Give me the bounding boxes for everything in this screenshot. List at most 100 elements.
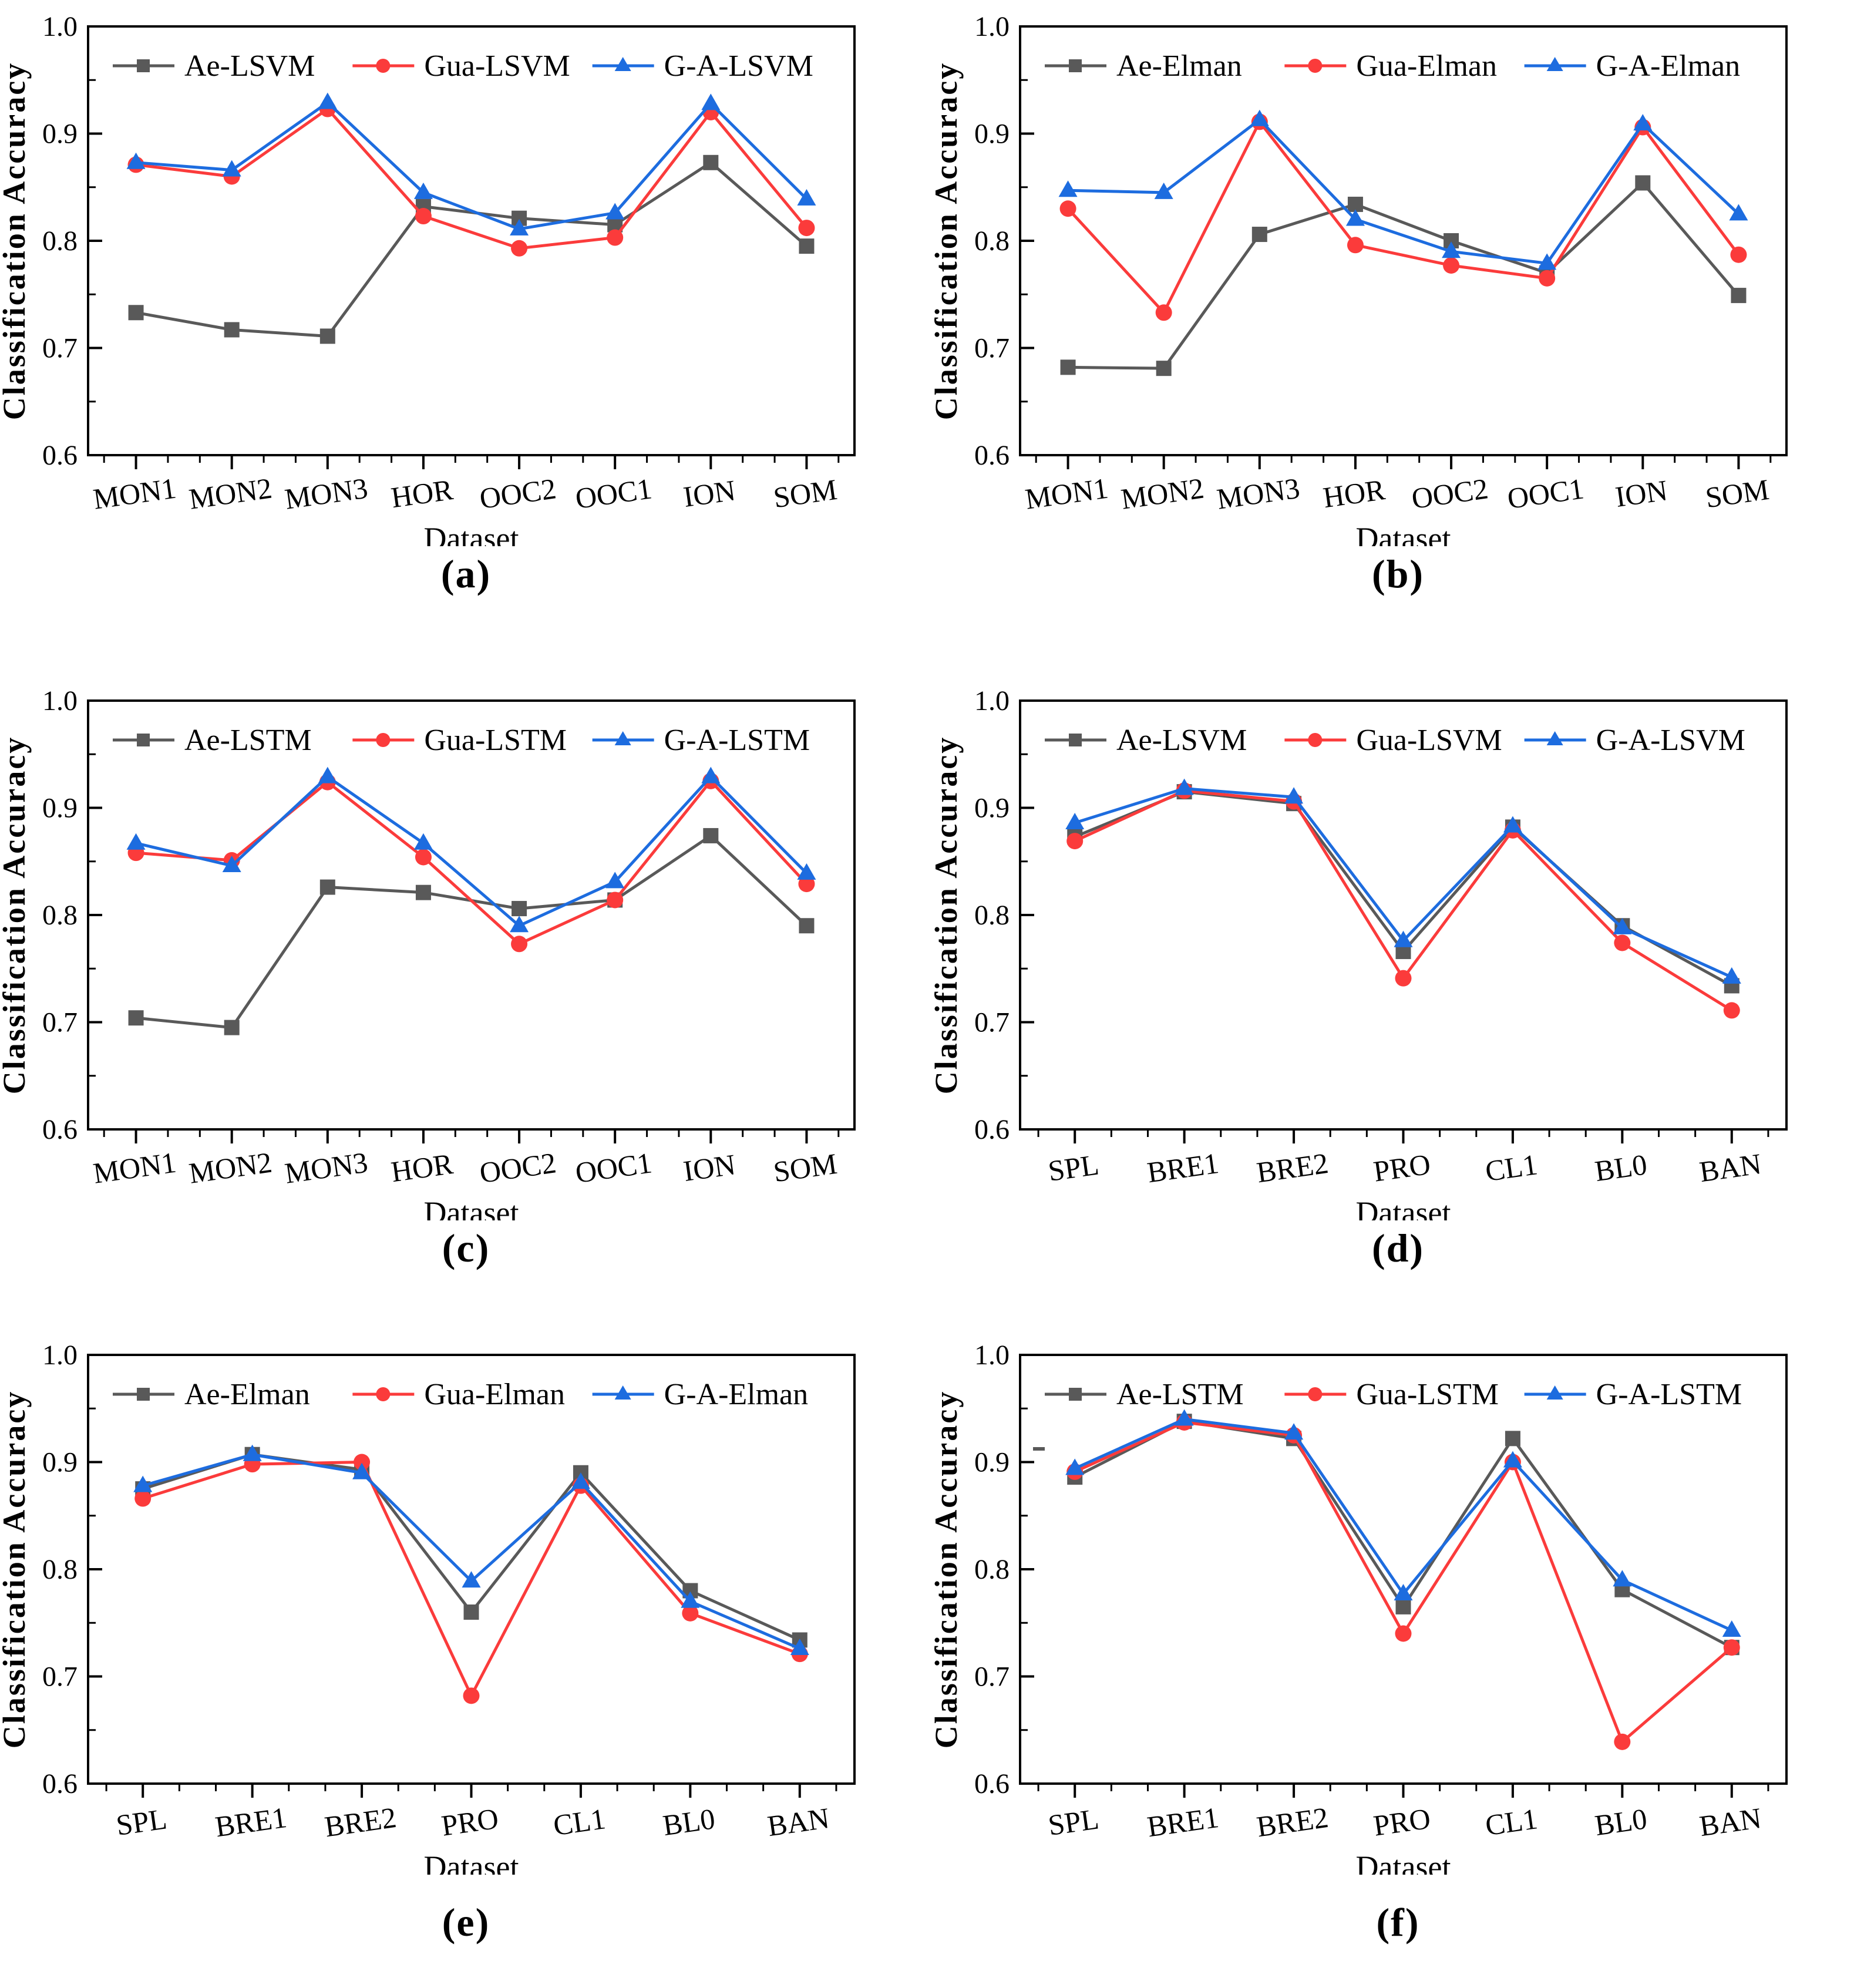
legend-label: Gua-LSVM	[424, 49, 570, 83]
legend-label: Ae-LSTM	[184, 724, 312, 757]
plot-frame	[87, 699, 856, 1131]
legend-label: G-A-LSTM	[664, 724, 810, 757]
data-point-MON2	[224, 322, 240, 338]
x-tick-label: OOC1	[1505, 472, 1586, 515]
legend-label: Ae-Elman	[184, 1378, 310, 1411]
series-G-A-LSVM	[1065, 778, 1741, 984]
legend-square-marker	[1069, 734, 1082, 746]
legend-item: Ae-LSVM	[113, 49, 315, 83]
data-point-MON2	[1154, 182, 1173, 199]
series-G-A-Elman	[1058, 109, 1748, 270]
y-tick-label: 1.0	[974, 1340, 1010, 1371]
x-axis-title: Dataset	[1356, 521, 1451, 546]
legend-square-marker	[137, 59, 150, 72]
y-axis-ticks: 0.6 0.7 0.8 0.9 1.0	[42, 685, 102, 1145]
x-axis-title: Dataset	[424, 1195, 519, 1220]
caption-a: (a)	[440, 551, 492, 596]
data-point-OOC2	[510, 916, 529, 933]
data-point-SPL	[1066, 833, 1084, 850]
y-axis-ticks: 0.6 0.7 0.8 0.9 1.0	[42, 1340, 102, 1799]
data-point-MON3	[319, 328, 335, 344]
chart-panel-e: 0.6 0.7 0.8 0.9 1.0 SPL BRE1 BRE2 PRO CL1 BL0 BAN Da…	[0, 1292, 932, 1988]
data-point-ION	[701, 766, 721, 783]
legend-item: Gua-LSTM	[352, 724, 567, 757]
x-axis-ticks: SPL BRE1 BRE2 PRO CL1 BL0 BAN	[1037, 1784, 1769, 1843]
data-point-BRE1	[1175, 1409, 1194, 1426]
data-point-MON2	[1155, 304, 1172, 321]
data-point-CL1	[571, 1472, 590, 1489]
x-tick-label: BL0	[661, 1802, 717, 1842]
legend-circle-marker	[376, 59, 391, 73]
data-point-SPL	[133, 1475, 153, 1492]
data-point-CL1	[1505, 1431, 1520, 1447]
legend-triangle-marker	[1546, 731, 1563, 745]
data-point-PRO	[463, 1604, 479, 1620]
x-axis-title: Dataset	[1356, 1849, 1451, 1875]
data-point-MON2	[224, 1020, 240, 1035]
legend-square-marker	[1069, 1388, 1082, 1401]
legend: Ae-Elman Gua-Elman G-A-Elman	[1045, 49, 1740, 83]
x-tick-label: SOM	[772, 1147, 839, 1189]
legend-item: Ae-Elman	[113, 1378, 310, 1411]
legend-label: G-A-LSTM	[1596, 1378, 1742, 1411]
x-tick-label: CL1	[1483, 1148, 1540, 1188]
data-point-MON3	[1251, 227, 1267, 243]
chart-d: 0.6 0.7 0.8 0.9 1.0 SPL BRE1 BRE2 PRO CL1 BL0 BAN Da…	[932, 685, 1788, 1220]
data-point-PRO	[463, 1687, 480, 1704]
series-Ae-Elman	[135, 1447, 807, 1648]
y-tick-label: 0.6	[974, 1768, 1010, 1799]
legend-label: Ae-LSTM	[1116, 1378, 1244, 1411]
y-axis-ticks: 0.6 0.7 0.8 0.9 1.0	[974, 1340, 1034, 1799]
legend-item: G-A-LSTM	[592, 724, 810, 757]
data-point-MON1	[128, 305, 144, 321]
data-point-BAN	[1722, 967, 1741, 984]
data-point-BAN	[1723, 1639, 1740, 1656]
x-tick-label: MON2	[187, 472, 274, 516]
chart-panel-f: 0.6 0.7 0.8 0.9 1.0 SPL BRE1 BRE2 PRO CL1 BL0 BAN Da…	[932, 1292, 1864, 1988]
legend-triangle-marker	[1546, 1385, 1563, 1400]
caption-c: (c)	[442, 1226, 490, 1270]
y-tick-label: 0.9	[974, 119, 1010, 150]
data-point-ION	[1633, 114, 1653, 131]
x-tick-label: MON1	[1023, 472, 1110, 516]
x-tick-label: BRE1	[1145, 1801, 1221, 1843]
x-tick-label: BRE1	[213, 1801, 289, 1843]
data-point-MON1	[126, 152, 146, 169]
data-point-HOR	[1345, 209, 1365, 226]
data-point-PRO	[1394, 1583, 1413, 1600]
legend-item: Gua-Elman	[1284, 49, 1497, 83]
data-point-SOM	[1729, 204, 1748, 221]
chart-c: 0.6 0.7 0.8 0.9 1.0 MON1 MON2 MON3 HOR OOC2 OOC1 IO…	[0, 685, 856, 1220]
legend-triangle-marker	[614, 731, 631, 745]
series-Gua-LSTM	[1066, 1414, 1740, 1750]
plot-frame	[1019, 25, 1788, 456]
data-point-BAN	[1723, 1002, 1740, 1019]
data-point-OOC2	[512, 901, 527, 917]
data-point-ION	[703, 154, 719, 170]
data-point-MON1	[126, 833, 146, 850]
data-point-PRO	[1394, 930, 1413, 947]
y-tick-label: 0.7	[42, 333, 78, 364]
x-tick-label: OOC1	[573, 472, 654, 515]
x-tick-label: BRE2	[1254, 1146, 1330, 1189]
y-tick-label: 0.8	[974, 226, 1010, 257]
data-point-CL1	[1503, 1451, 1522, 1468]
x-tick-label: SPL	[1046, 1148, 1101, 1187]
legend-item: G-A-Elman	[1524, 49, 1740, 83]
legend: Ae-LSVM Gua-LSVM G-A-LSVM	[113, 49, 813, 83]
data-point-OOC1	[607, 892, 624, 909]
series-line	[136, 101, 808, 231]
series-line	[1068, 181, 1740, 370]
series-Gua-LSVM	[1066, 782, 1740, 1019]
data-point-BRE2	[352, 1462, 372, 1479]
y-axis-title: Classification Accuracy	[932, 1390, 964, 1748]
legend-item: Gua-Elman	[352, 1378, 565, 1411]
data-point-HOR	[415, 208, 432, 225]
x-axis-title: Dataset	[424, 1849, 519, 1875]
legend-circle-marker	[376, 733, 391, 747]
caption-e: (e)	[442, 1900, 490, 1945]
legend-item: Ae-LSVM	[1045, 724, 1247, 757]
y-axis-title: Classification Accuracy	[0, 1390, 32, 1748]
data-point-HOR	[413, 833, 433, 850]
data-point-SPL	[1065, 813, 1085, 830]
